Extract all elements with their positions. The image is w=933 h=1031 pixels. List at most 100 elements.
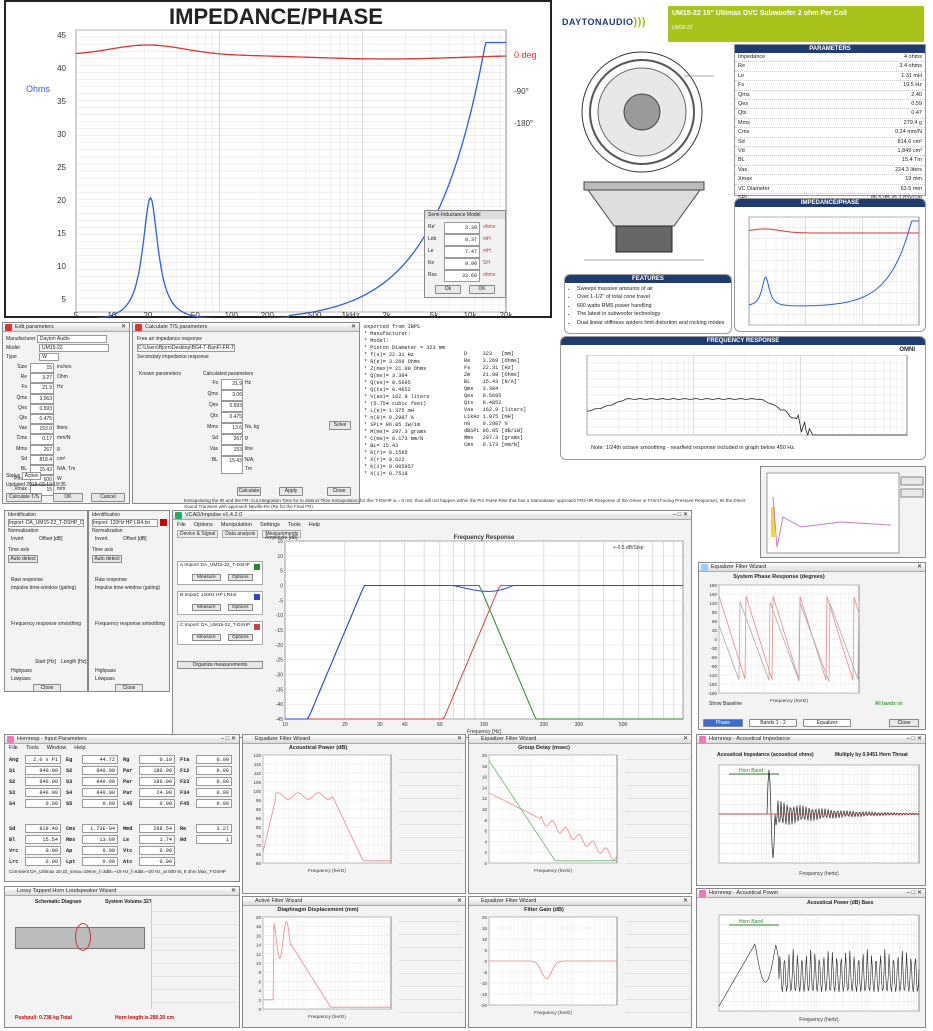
- filter-controls[interactable]: [625, 909, 689, 1021]
- input-value[interactable]: 0.00: [196, 777, 232, 786]
- input-value[interactable]: 840.00: [82, 788, 118, 797]
- manufacturer-field[interactable]: Dayton Audio: [36, 335, 107, 343]
- input-value[interactable]: 0.00: [25, 799, 61, 808]
- close-icon[interactable]: ✕: [120, 324, 126, 330]
- input-value[interactable]: 3.27: [196, 824, 232, 833]
- input-value[interactable]: 180.00: [139, 766, 175, 775]
- close-icon[interactable]: – □ ✕: [672, 512, 688, 518]
- auto-detect-button[interactable]: Auto detect: [8, 555, 38, 563]
- input-value[interactable]: 0.00: [25, 857, 61, 866]
- param-value[interactable]: 0.593: [30, 403, 54, 415]
- lowpass-checkbox[interactable]: Lowpass: [11, 676, 31, 682]
- raw-response-radio[interactable]: Raw response: [11, 577, 43, 583]
- close-icon[interactable]: ✕: [456, 736, 462, 742]
- input-value[interactable]: 840.00: [25, 788, 61, 797]
- bands-select[interactable]: Bands 1 - 2: [749, 719, 797, 727]
- param-value[interactable]: 13.6: [221, 423, 243, 434]
- input-value[interactable]: 24.00: [139, 788, 175, 797]
- menu-item[interactable]: File: [9, 745, 18, 751]
- color-swatch[interactable]: [254, 564, 260, 570]
- ok-button[interactable]: OK: [53, 493, 83, 502]
- status-field[interactable]: Active: [21, 472, 42, 480]
- input-value[interactable]: 1.74: [139, 835, 175, 844]
- param-value[interactable]: 0.37: [444, 234, 480, 246]
- apply-button[interactable]: Apply: [279, 487, 303, 496]
- close-icon[interactable]: ✕: [230, 888, 236, 894]
- param-value[interactable]: 3.39: [444, 222, 480, 234]
- tab[interactable]: Device & Signal: [177, 530, 219, 538]
- cancel-button[interactable]: OK: [469, 285, 495, 294]
- invert-checkbox[interactable]: Invert: [11, 536, 24, 542]
- param-value[interactable]: 153.0: [30, 424, 54, 435]
- param-value[interactable]: 15: [30, 485, 54, 496]
- menu-item[interactable]: Options: [193, 522, 213, 528]
- file-path-field[interactable]: C:\Users\Bjorn\Desktop\BG4-T-BanF\-FR-TZ…: [137, 344, 235, 352]
- input-value[interactable]: 840.00: [25, 766, 61, 775]
- close-icon[interactable]: ✕: [682, 898, 688, 904]
- param-value[interactable]: 600: [30, 475, 54, 486]
- input-value[interactable]: 0.00: [139, 799, 175, 808]
- options-button[interactable]: Options: [228, 634, 253, 641]
- ok-button[interactable]: Ok: [435, 285, 461, 294]
- solve-button[interactable]: Solve: [329, 421, 351, 430]
- lowpass-checkbox[interactable]: Lowpass: [95, 676, 115, 682]
- param-value[interactable]: 0.475: [221, 412, 243, 423]
- color-swatch[interactable]: [254, 594, 260, 600]
- input-value[interactable]: 0.00: [196, 799, 232, 808]
- param-value[interactable]: 153: [221, 445, 243, 456]
- calculate-button[interactable]: Calculate: [237, 487, 261, 496]
- close-icon[interactable]: ✕: [916, 564, 922, 570]
- input-value[interactable]: 15.54: [25, 835, 61, 844]
- smoothing-checkbox[interactable]: Frequency response smoothing: [95, 621, 166, 627]
- param-value[interactable]: 15: [30, 363, 54, 374]
- model-field[interactable]: UM15-22: [39, 344, 110, 352]
- highpass-checkbox[interactable]: Highpass: [95, 668, 116, 674]
- menu-item[interactable]: Help: [308, 522, 321, 528]
- input-value[interactable]: 1: [196, 835, 232, 844]
- close-icon[interactable]: ✕: [456, 898, 462, 904]
- input-value[interactable]: 0.00: [139, 857, 175, 866]
- param-value[interactable]: 0.593: [221, 401, 243, 412]
- close-button[interactable]: Close: [889, 719, 919, 727]
- organize-button[interactable]: Organize measurements: [177, 661, 263, 669]
- menu-item[interactable]: Manipulation: [220, 522, 253, 528]
- param-value[interactable]: 3.27: [30, 373, 54, 384]
- param-value[interactable]: 15.43: [220, 456, 243, 474]
- ident-a-input[interactable]: Import: DA_UM15-22_T-DSHP_DFL1: [8, 519, 84, 527]
- param-value[interactable]: 33.60: [444, 270, 480, 282]
- input-value[interactable]: 840.00: [25, 777, 61, 786]
- slider-panel[interactable]: [151, 899, 237, 1009]
- calculate-ts-button[interactable]: Calculate T/S: [6, 493, 42, 502]
- type-field[interactable]: W: [39, 353, 60, 361]
- filter-controls[interactable]: [625, 747, 689, 867]
- input-value[interactable]: 840.00: [82, 766, 118, 775]
- ident-b-input[interactable]: Import: 120Hz HP LR4.txt: [92, 519, 158, 527]
- input-value[interactable]: 0.00: [139, 846, 175, 855]
- close-button[interactable]: Close: [327, 487, 351, 496]
- comment-field[interactable]: Comment DA_Ultimax 15-22_smax=19mm_f=3dB…: [9, 869, 226, 874]
- menu-item[interactable]: Help: [74, 745, 86, 751]
- input-value[interactable]: 0.00: [82, 799, 118, 808]
- param-value[interactable]: 0.475: [30, 414, 54, 425]
- cancel-button[interactable]: Cancel: [91, 493, 125, 502]
- param-value[interactable]: 21.9: [221, 379, 243, 390]
- color-swatch[interactable]: [254, 624, 260, 630]
- tab[interactable]: Measurements: [262, 530, 302, 538]
- param-value[interactable]: 7.47: [444, 246, 480, 258]
- close-icon[interactable]: ✕: [682, 736, 688, 742]
- input-value[interactable]: 819.40: [25, 824, 61, 833]
- param-value[interactable]: 15.43: [30, 465, 54, 476]
- options-button[interactable]: Options: [228, 574, 253, 581]
- impulse-gating-radio[interactable]: Impulse time-window (gating): [11, 585, 77, 591]
- equalizer-select[interactable]: Equalizer: [803, 719, 851, 727]
- input-value[interactable]: 0.00: [82, 857, 118, 866]
- measure-button[interactable]: Measure: [192, 634, 221, 641]
- param-value[interactable]: 3.063: [30, 393, 54, 404]
- menu-item[interactable]: Settings: [260, 522, 280, 528]
- highpass-checkbox[interactable]: Highpass: [11, 668, 32, 674]
- measure-button[interactable]: Measure: [192, 604, 221, 611]
- menu-item[interactable]: Window: [46, 745, 67, 751]
- input-value[interactable]: 1.73E-04: [82, 824, 118, 833]
- options-button[interactable]: Options: [228, 604, 253, 611]
- close-button[interactable]: Close: [115, 684, 143, 691]
